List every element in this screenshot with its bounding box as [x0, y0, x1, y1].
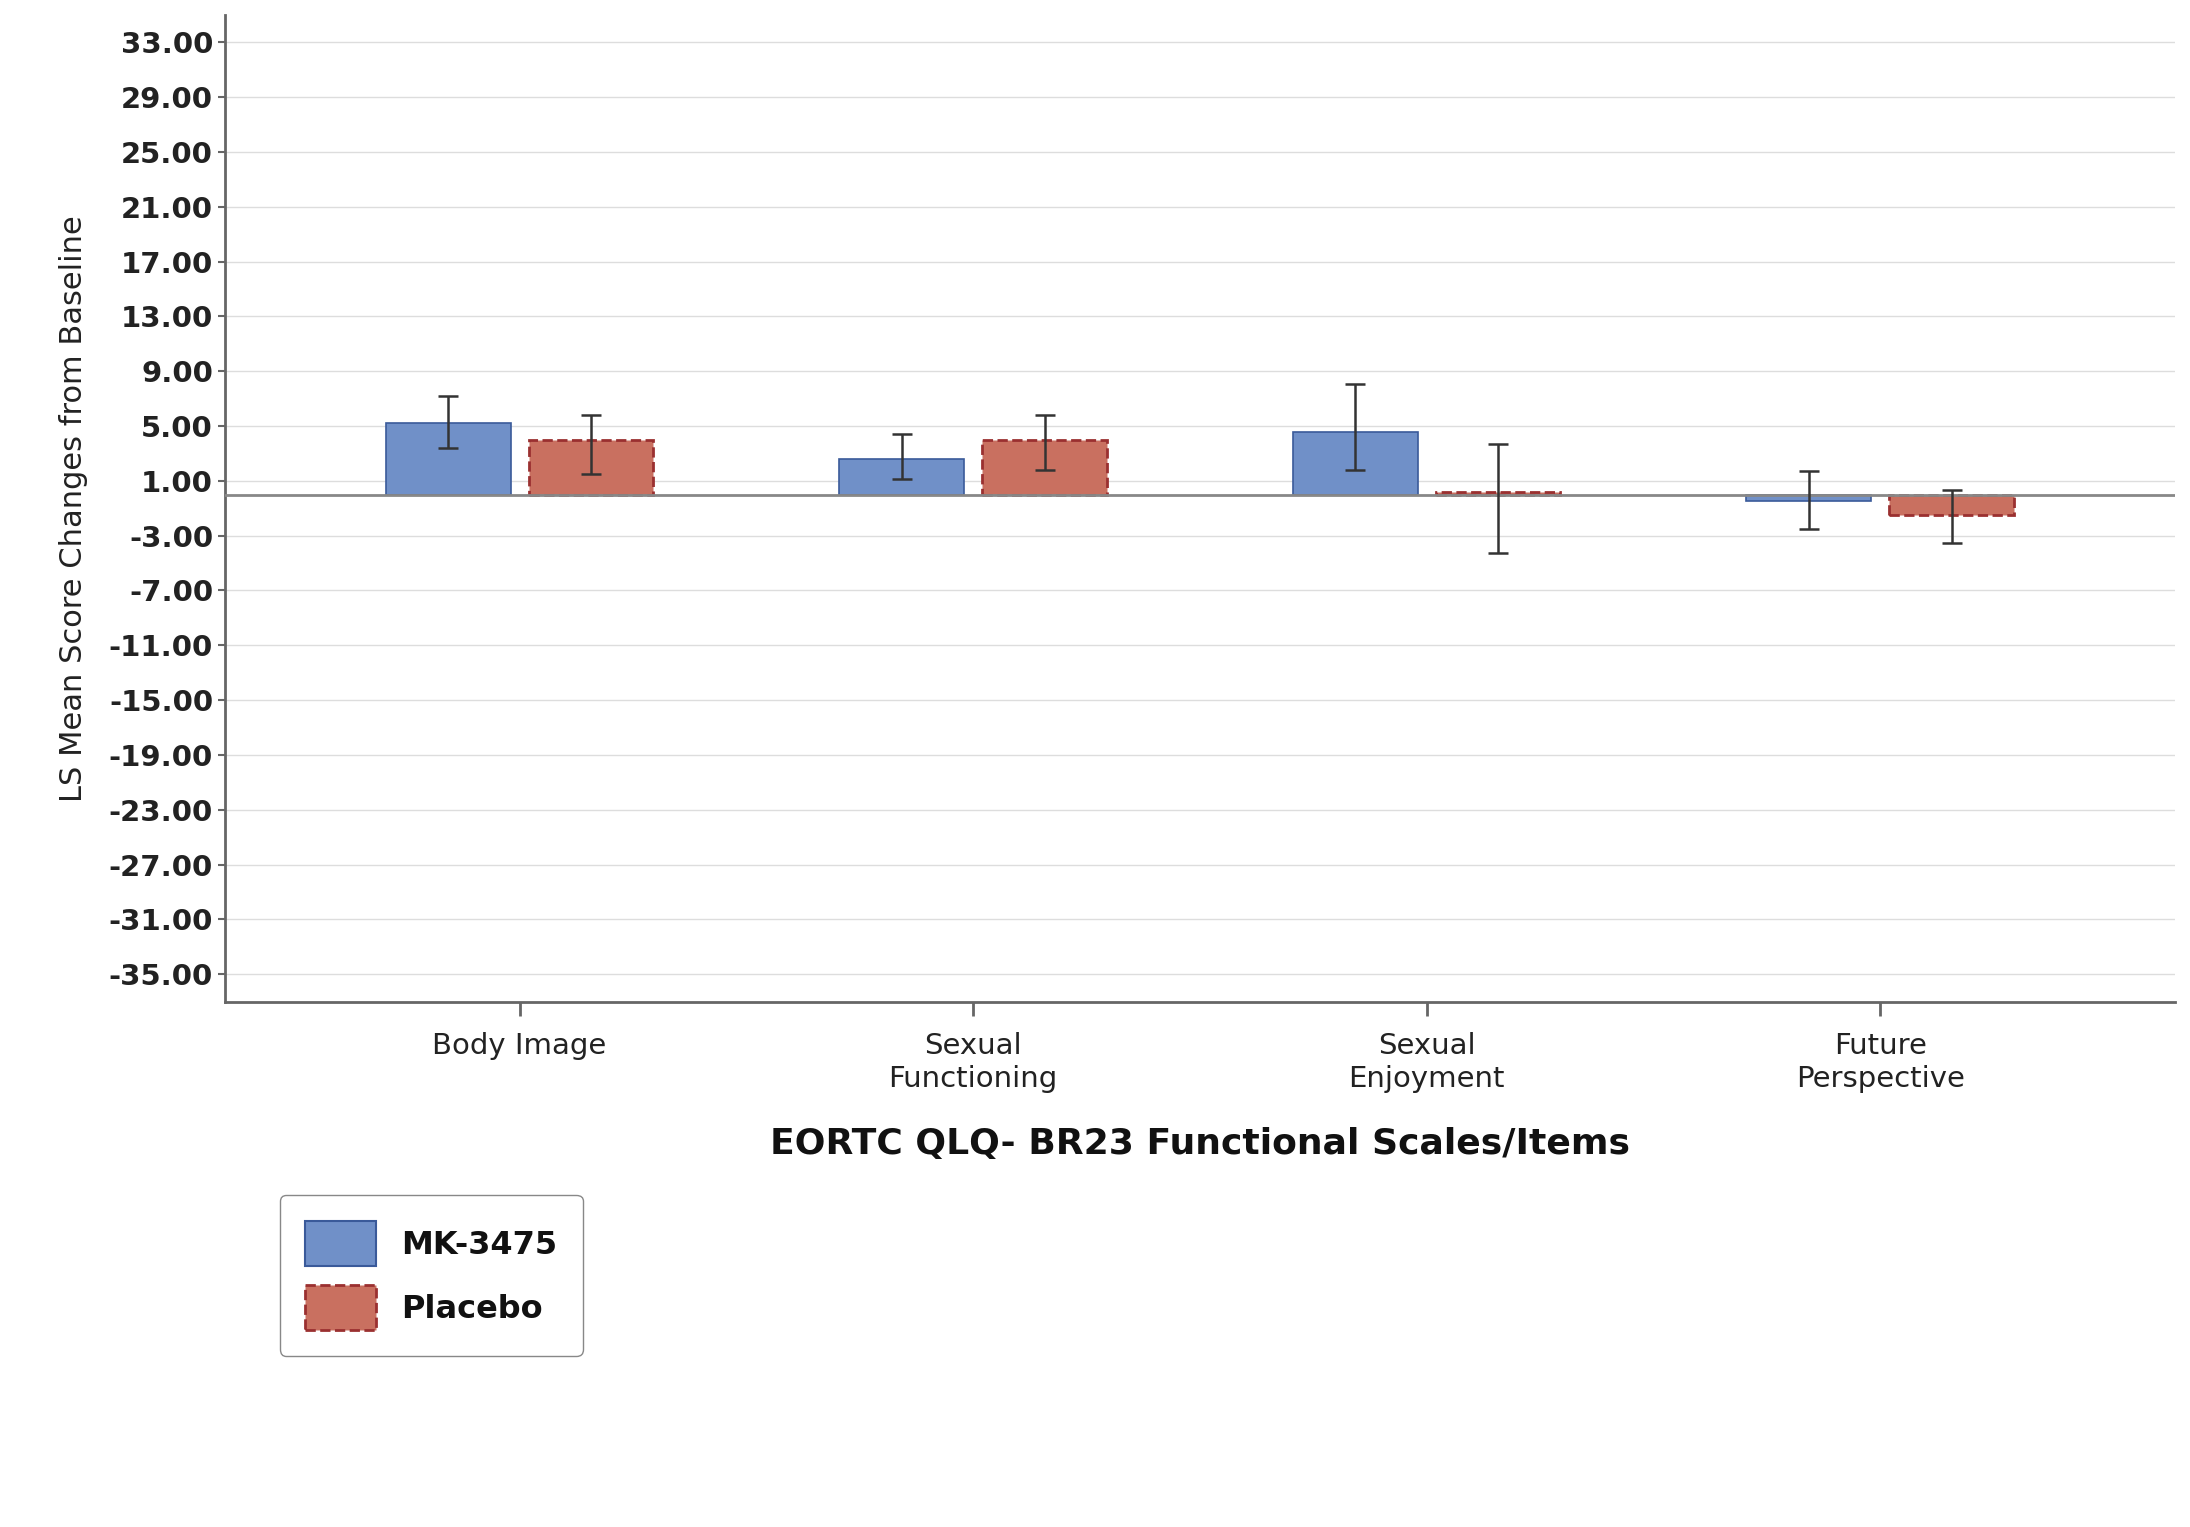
Bar	[1745, 495, 1870, 501]
Bar	[1437, 492, 1561, 495]
Bar	[1292, 432, 1417, 495]
Bar	[981, 440, 1106, 495]
Bar	[528, 440, 653, 495]
Bar	[1890, 495, 2015, 515]
X-axis label: EORTC QLQ- BR23 Functional Scales/Items: EORTC QLQ- BR23 Functional Scales/Items	[771, 1127, 1629, 1161]
Legend: MK-3475, Placebo: MK-3475, Placebo	[280, 1196, 583, 1356]
Y-axis label: LS Mean Score Changes from Baseline: LS Mean Score Changes from Baseline	[59, 215, 88, 802]
Bar	[839, 460, 964, 495]
Bar	[385, 423, 510, 495]
